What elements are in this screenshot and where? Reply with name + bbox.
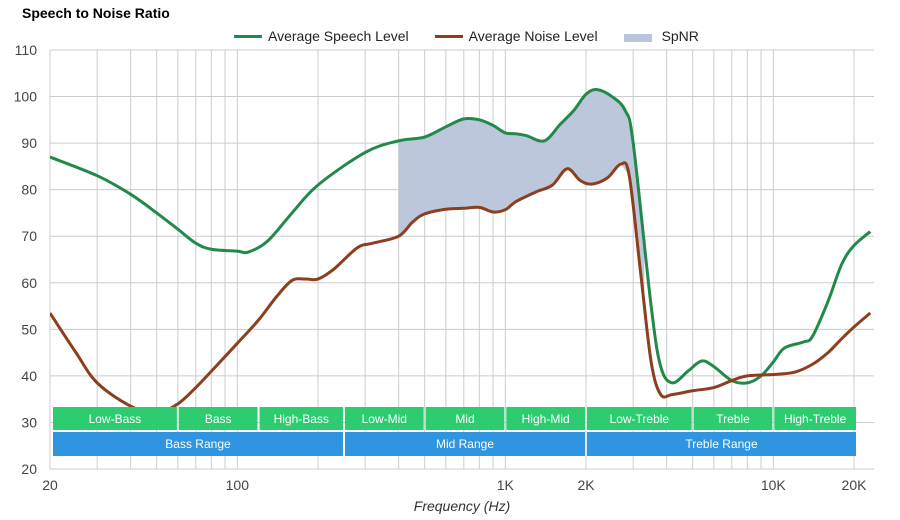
x-tick-label: 1K (497, 477, 515, 493)
band-low-bass (53, 407, 177, 430)
series-layer (50, 88, 872, 415)
y-tick-label: 110 (15, 42, 38, 58)
grid (49, 49, 874, 470)
band-label-high-treble: High-Treble (784, 412, 847, 426)
band-high-bass (259, 407, 343, 430)
legend-swatch-speech (234, 34, 262, 38)
y-tick-label: 90 (21, 135, 37, 151)
band-label-low-bass: Low-Bass (89, 412, 142, 426)
noise-level-line (50, 161, 872, 415)
band-low-treble (587, 407, 692, 430)
band-low-mid (344, 407, 424, 430)
y-tick-label: 60 (21, 275, 37, 291)
x-tick-label: 10K (761, 477, 787, 493)
range-label-treble-range: Treble Range (685, 437, 758, 451)
y-tick-label: 40 (21, 368, 37, 384)
y-tick-label: 20 (21, 461, 37, 477)
y-tick-label: 30 (21, 414, 37, 430)
y-tick-label: 50 (21, 321, 37, 337)
x-tick-label: 2K (577, 477, 595, 493)
band-mid (425, 407, 505, 430)
y-tick-label: 80 (21, 182, 37, 198)
legend-item-spnr[interactable]: SpNR (623, 28, 699, 44)
band-label-mid: Mid (455, 412, 474, 426)
x-tick-label: 20 (42, 477, 58, 493)
legend-swatch-noise (434, 34, 463, 38)
legend-label-spnr: SpNR (661, 28, 699, 44)
y-tick-label: 100 (14, 89, 38, 105)
band-high-treble (774, 407, 856, 430)
legend-item-noise[interactable]: Average Noise Level (434, 28, 598, 44)
band-treble (693, 407, 773, 430)
legend-label-noise: Average Noise Level (468, 28, 598, 44)
x-tick-label: 100 (226, 477, 250, 493)
axes: 20 30 40 50 60 70 80 90 100 110 20 100 1K 2K 10K 20K (14, 42, 867, 493)
legend: Average Speech Level Average Noise Level… (234, 27, 725, 45)
y-tick-label: 70 (21, 228, 37, 244)
band-label-treble: Treble (716, 412, 750, 426)
band-label-bass: Bass (205, 412, 232, 426)
frequency-bands: Low-Bass Bass High-Bass Low-Mid Mid High-Mid L… (53, 407, 856, 456)
band-label-low-treble: Low-Treble (610, 412, 670, 426)
band-label-high-mid: High-Mid (522, 412, 570, 426)
range-label-bass-range: Bass Range (165, 437, 231, 451)
band-label-low-mid: Low-Mid (362, 412, 407, 426)
band-label-high-bass: High-Bass (274, 412, 329, 426)
legend-swatch-spnr (623, 34, 652, 42)
range-bass-range (53, 432, 343, 456)
band-high-mid (506, 407, 585, 430)
range-treble-range (587, 432, 856, 456)
range-label-mid-range: Mid Range (436, 437, 494, 451)
legend-label-speech: Average Speech Level (268, 28, 409, 44)
x-tick-label: 20K (842, 477, 868, 493)
legend-item-speech[interactable]: Average Speech Level (234, 28, 409, 44)
chart-title: Speech to Noise Ratio (22, 5, 170, 21)
range-mid-range (344, 432, 585, 456)
band-bass (178, 407, 258, 430)
x-axis-title: Frequency (Hz) (414, 498, 510, 514)
spnr-area (398, 89, 645, 304)
spnr-area-layer (398, 89, 645, 304)
